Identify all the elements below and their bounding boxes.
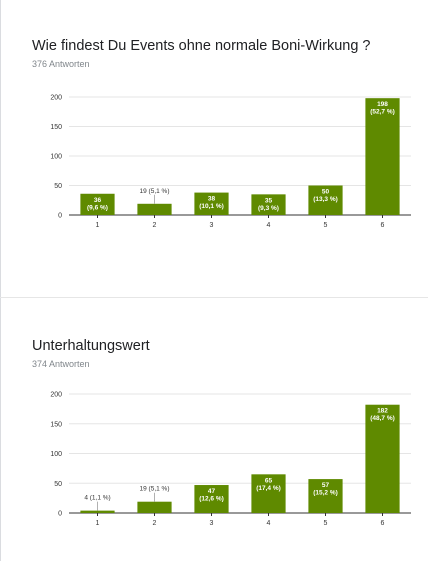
data-label: 19 (5,1 %) <box>140 188 170 195</box>
x-tick-label: 1 <box>96 222 100 229</box>
y-tick-label: 100 <box>50 451 62 458</box>
x-tick-label: 5 <box>324 520 328 527</box>
data-label: 47 (12,6 %) <box>199 488 224 503</box>
y-tick-label: 150 <box>50 421 62 428</box>
bar <box>365 404 400 513</box>
bar <box>308 185 343 215</box>
data-label: 35 (9,3 %) <box>258 197 279 212</box>
x-tick-label: 2 <box>153 222 157 229</box>
question-card-1: Wie findest Du Events ohne normale Boni-… <box>0 0 411 297</box>
bar <box>194 485 229 513</box>
x-tick-label: 4 <box>267 222 271 229</box>
data-label: 182 (48,7 %) <box>370 408 395 423</box>
data-label: 57 (15,2 %) <box>313 482 338 497</box>
bar <box>137 501 172 513</box>
y-tick-label: 50 <box>54 183 62 190</box>
bar-chart: 0 50 100 150 200 1 36 (9,6 %) 2 19 (5,1 %) 3 38 (10,… <box>50 95 411 229</box>
x-tick-label: 4 <box>267 520 271 527</box>
y-tick-label: 200 <box>50 392 62 399</box>
data-label: 19 (5,1 %) <box>140 486 170 493</box>
bar <box>251 474 286 513</box>
response-count: 376 Antworten <box>32 59 90 69</box>
bar <box>194 192 229 215</box>
y-tick-label: 0 <box>58 213 62 220</box>
x-tick-label: 3 <box>210 222 214 229</box>
bar <box>137 203 172 215</box>
y-tick-label: 200 <box>50 95 62 102</box>
bar <box>365 98 400 215</box>
data-label: 36 (9,6 %) <box>87 197 108 212</box>
data-label: 38 (10,1 %) <box>199 196 224 211</box>
bar <box>80 193 115 215</box>
card-separator <box>0 297 428 298</box>
y-tick-label: 100 <box>50 154 62 161</box>
x-tick-label: 6 <box>381 520 385 527</box>
x-tick-label: 1 <box>96 520 100 527</box>
data-label: 4 (1,1 %) <box>84 495 110 502</box>
response-count: 374 Antworten <box>32 359 90 369</box>
question-card-2: Unterhaltungswert 374 Antworten 0 50 100 15… <box>0 298 428 561</box>
bar <box>251 194 286 215</box>
bar <box>80 510 115 513</box>
bar <box>308 479 343 513</box>
data-label: 198 (52,7 %) <box>370 101 395 116</box>
question-title: Unterhaltungswert <box>32 338 150 354</box>
x-tick-label: 6 <box>381 222 385 229</box>
x-tick-label: 3 <box>210 520 214 527</box>
x-tick-label: 2 <box>153 520 157 527</box>
data-label: 65 (17,4 %) <box>256 477 281 492</box>
y-tick-label: 50 <box>54 481 62 488</box>
question-title: Wie findest Du Events ohne normale Boni-… <box>32 38 371 54</box>
y-tick-label: 150 <box>50 124 62 131</box>
y-tick-label: 0 <box>58 511 62 518</box>
bar-chart: 0 50 100 150 200 1 4 (1,1 %) 2 19 (5,1 %) 3 47 (12,… <box>50 392 411 527</box>
data-label: 50 (13,3 %) <box>313 189 338 204</box>
x-tick-label: 5 <box>324 222 328 229</box>
